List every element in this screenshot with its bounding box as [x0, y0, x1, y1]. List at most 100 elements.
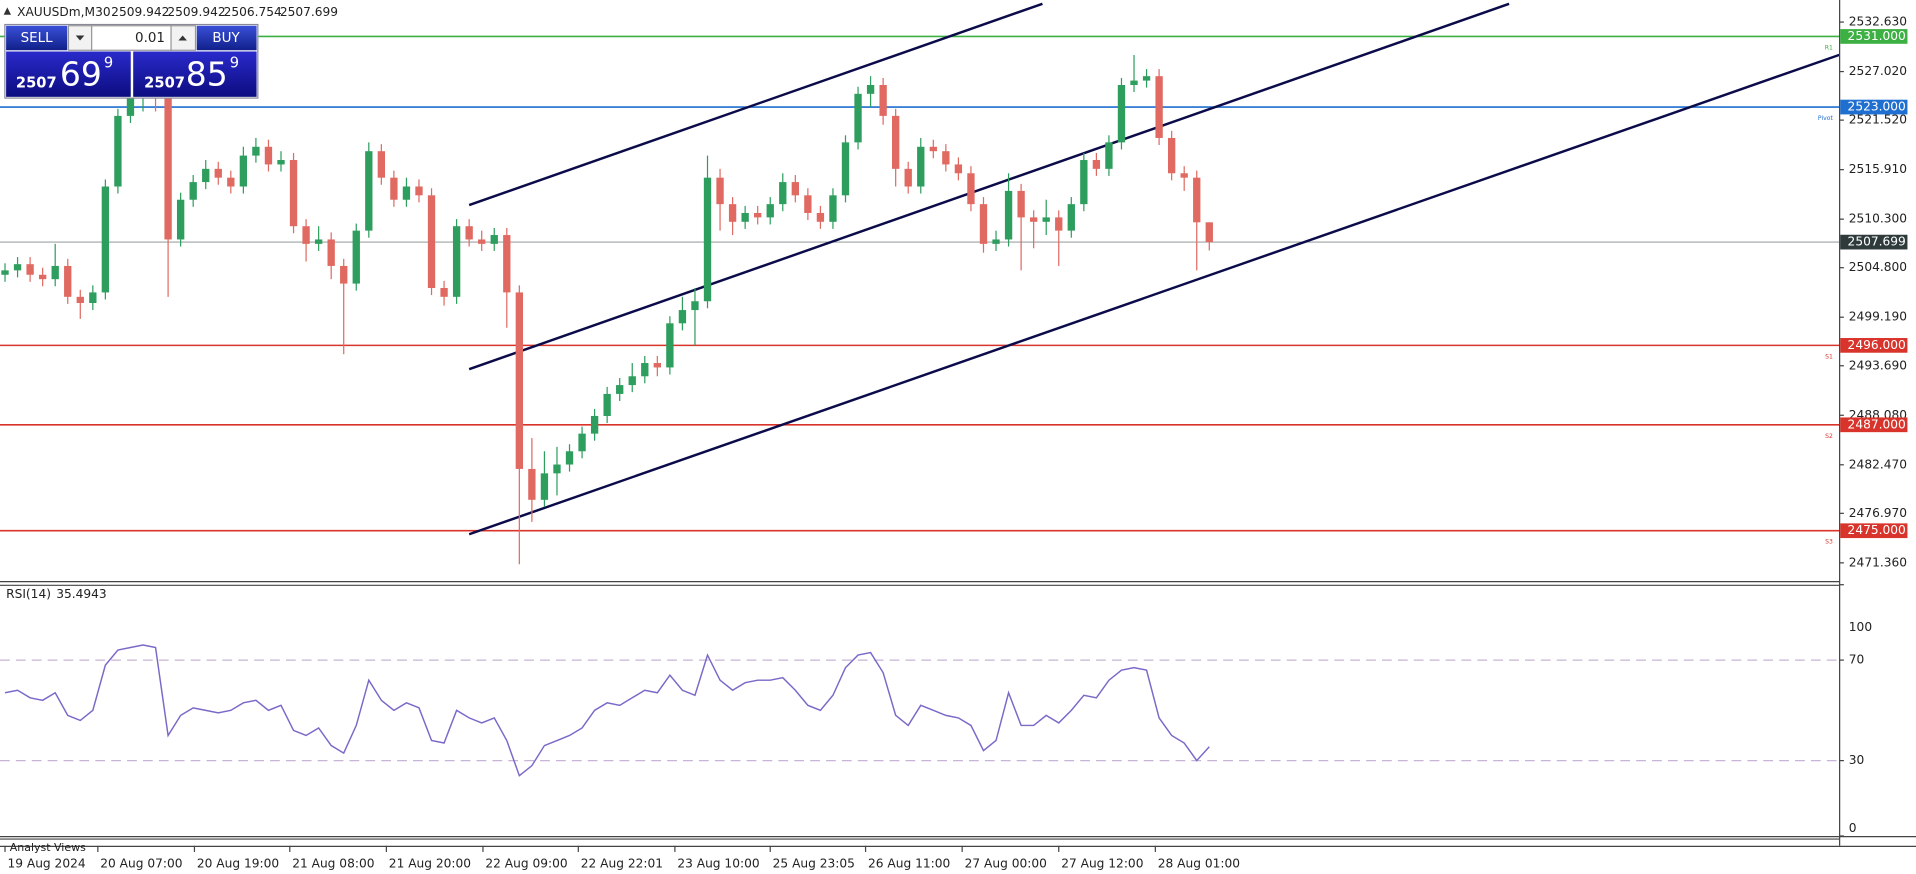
candle-body: [38, 274, 47, 280]
rsi-line: [4, 644, 1210, 777]
candle-body: [164, 98, 172, 240]
level-label-bg: [1840, 234, 1908, 250]
rsi-current: 35.4943: [56, 587, 106, 601]
y-tick-label: 70: [1849, 653, 1865, 667]
ask-big: 2507: [144, 74, 185, 91]
candle-body: [176, 199, 185, 240]
candle-body: [1, 270, 9, 275]
level-label: 2523.000: [1848, 100, 1906, 114]
ask-box[interactable]: [133, 51, 257, 97]
candle-body: [427, 195, 436, 289]
candle-body: [76, 296, 84, 304]
candle-body: [1167, 137, 1176, 174]
y-tick-label: 2504.800: [1849, 260, 1907, 274]
candle-body: [202, 168, 210, 183]
candle-body: [490, 235, 498, 244]
candle-body: [992, 239, 1000, 244]
candle-body: [678, 310, 687, 324]
level-name: S2: [1825, 433, 1833, 440]
bid-frac: 9: [104, 55, 113, 72]
candle-body: [515, 292, 524, 469]
sell-label[interactable]: SELL: [21, 31, 53, 46]
candle-body: [327, 239, 335, 266]
y-tick-label: 30: [1849, 753, 1865, 767]
candle-body: [829, 195, 837, 222]
candle-body: [904, 168, 912, 187]
candle-body: [528, 468, 536, 500]
x-tick-label: 25 Aug 23:05: [773, 857, 855, 871]
level-label-bg: [1840, 29, 1908, 44]
y-tick-label: 2515.910: [1849, 162, 1907, 176]
y-tick-label: 2499.190: [1849, 310, 1907, 324]
collapse-icon[interactable]: [3, 7, 11, 15]
candle-body: [1205, 222, 1213, 243]
candle-body: [1130, 80, 1138, 85]
trendline: [468, 2, 1510, 371]
candle-body: [565, 451, 574, 465]
x-tick-label: 26 Aug 11:00: [868, 857, 950, 871]
candle-body: [1193, 177, 1201, 223]
candle-body: [728, 204, 737, 222]
volume-input[interactable]: [91, 25, 172, 51]
candle-body: [603, 393, 611, 416]
candle-body: [917, 146, 925, 187]
ask-pips: 85: [186, 54, 228, 93]
x-tick-label: 19 Aug 2024: [7, 857, 85, 871]
x-tick-label: 28 Aug 01:00: [1158, 857, 1240, 871]
candle-body: [415, 186, 423, 196]
candle-body: [666, 323, 674, 368]
candle-body: [1155, 76, 1163, 138]
x-tick-label: 27 Aug 12:00: [1061, 857, 1143, 871]
buy-button[interactable]: [196, 25, 257, 51]
y-tick-label: 2482.470: [1849, 457, 1907, 471]
candle-body: [1004, 190, 1013, 240]
candle-body: [101, 186, 110, 293]
candle-body: [741, 212, 749, 222]
ohlc: 2509.942: [111, 5, 169, 19]
candle-body: [578, 433, 586, 452]
candle-body: [628, 376, 636, 386]
candle-body: [879, 84, 887, 116]
sell-button[interactable]: [6, 25, 68, 51]
candle-body: [465, 226, 473, 240]
candle-body: [89, 292, 97, 304]
analyst-views[interactable]: Analyst Views: [10, 841, 86, 854]
candle-body: [239, 155, 248, 187]
x-tick-label: 22 Aug 09:00: [485, 857, 567, 871]
y-tick-label: 0: [1849, 821, 1857, 835]
candle-body: [866, 84, 875, 94]
candle-body: [1067, 204, 1075, 231]
y-tick-label: 2493.690: [1849, 358, 1907, 372]
candle-body: [51, 265, 59, 280]
candle-body: [616, 385, 624, 394]
candle-body: [126, 93, 135, 116]
candle-body: [264, 146, 273, 165]
buy-label[interactable]: BUY: [212, 31, 240, 46]
candle-body: [1017, 190, 1025, 218]
x-tick-label: 23 Aug 10:00: [677, 857, 759, 871]
ohlc: 2506.754: [224, 5, 282, 19]
candle-body: [1117, 84, 1126, 143]
level-label-bg: [1840, 523, 1908, 539]
level-name: Pivot: [1818, 115, 1834, 122]
candle-body: [791, 182, 799, 196]
candle-body: [214, 168, 222, 178]
level-label-bg: [1840, 417, 1908, 433]
bid-box[interactable]: [6, 51, 131, 97]
candle-body: [189, 182, 197, 200]
candle-body: [503, 235, 511, 293]
bid-pips: 69: [60, 54, 102, 93]
candle-body: [377, 151, 386, 178]
level-label-bg: [1840, 338, 1908, 353]
level-label: 2475.000: [1848, 523, 1906, 537]
level-label: 2507.699: [1848, 235, 1906, 249]
price-plot: R1 Pivot S1 S2 S3: [0, 2, 1840, 565]
candle-body: [478, 239, 486, 244]
volume[interactable]: 0.01: [135, 31, 165, 46]
candle-body: [979, 204, 988, 244]
candle-body: [365, 151, 373, 231]
candle-body: [390, 177, 398, 200]
candle-body: [1105, 142, 1113, 169]
x-tick-label: 20 Aug 19:00: [197, 857, 279, 871]
